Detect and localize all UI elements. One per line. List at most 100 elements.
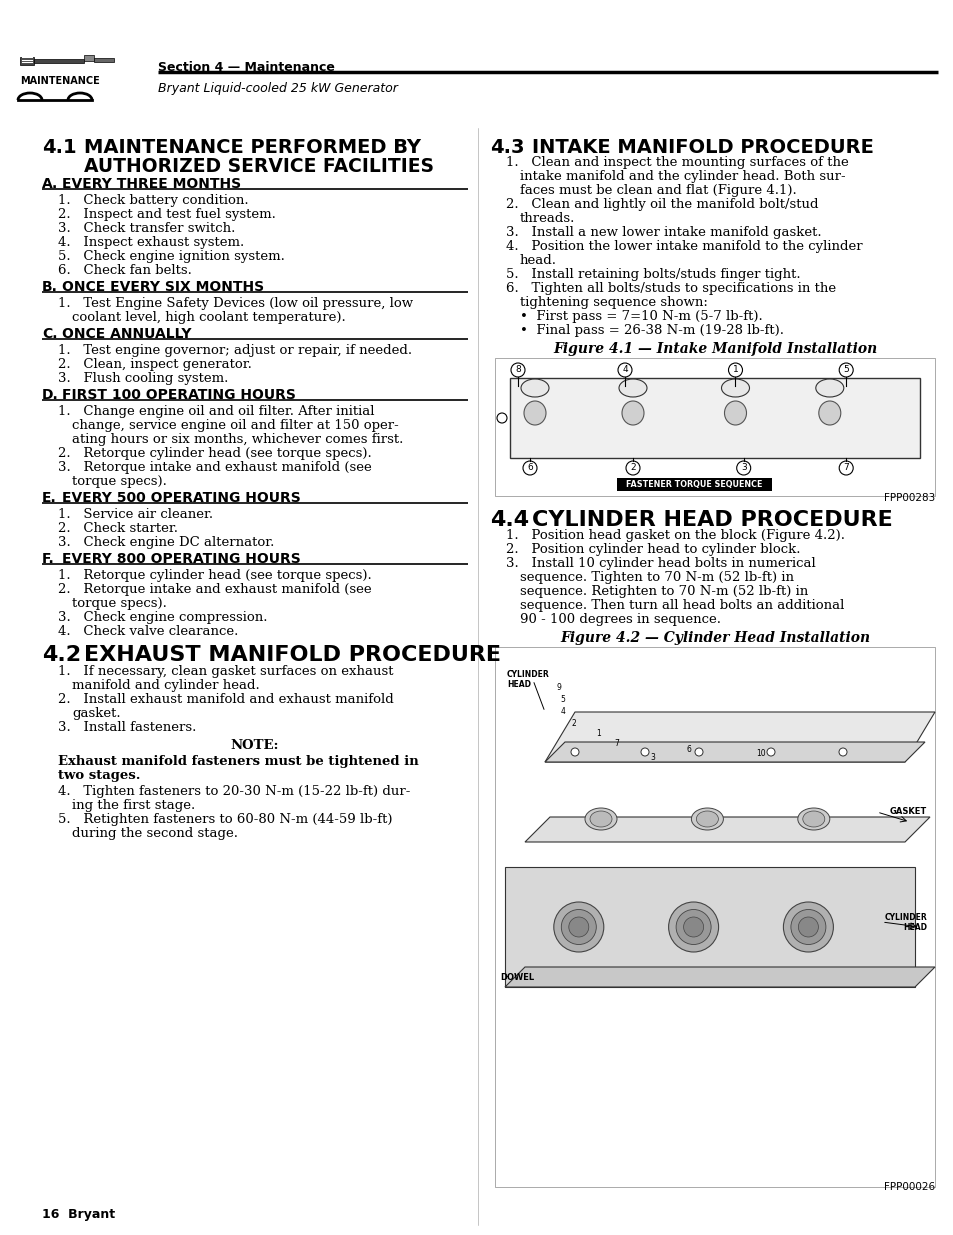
Text: 4.   Inspect exhaust system.: 4. Inspect exhaust system.	[58, 236, 244, 249]
Text: EVERY 800 OPERATING HOURS: EVERY 800 OPERATING HOURS	[62, 552, 300, 566]
Text: CYLINDER: CYLINDER	[506, 671, 549, 679]
Text: 3.   Install fasteners.: 3. Install fasteners.	[58, 721, 196, 734]
Text: 4.2: 4.2	[42, 645, 81, 664]
Text: 5.   Check engine ignition system.: 5. Check engine ignition system.	[58, 249, 285, 263]
Text: 5.   Install retaining bolts/studs finger tight.: 5. Install retaining bolts/studs finger …	[505, 268, 800, 282]
Text: 4.4: 4.4	[490, 510, 529, 530]
Text: 3: 3	[740, 463, 746, 473]
Circle shape	[571, 748, 578, 756]
Circle shape	[497, 412, 506, 424]
Text: 3: 3	[650, 752, 655, 762]
Text: 1.   Test engine governor; adjust or repair, if needed.: 1. Test engine governor; adjust or repai…	[58, 345, 412, 357]
Text: change, service engine oil and filter at 150 oper-: change, service engine oil and filter at…	[71, 419, 398, 432]
Bar	[34, 59, 84, 63]
Text: 1: 1	[732, 366, 738, 374]
Text: A.: A.	[42, 177, 58, 191]
Text: manifold and cylinder head.: manifold and cylinder head.	[71, 679, 259, 692]
Circle shape	[766, 748, 774, 756]
Ellipse shape	[560, 909, 596, 945]
Circle shape	[728, 363, 741, 377]
Text: 4: 4	[621, 366, 627, 374]
Text: Bryant Liquid-cooled 25 kW Generator: Bryant Liquid-cooled 25 kW Generator	[158, 82, 397, 95]
Text: HEAD: HEAD	[902, 923, 926, 931]
Circle shape	[839, 363, 852, 377]
Text: NOTE:: NOTE:	[231, 739, 279, 752]
Bar	[84, 56, 94, 61]
Text: 1.   Position head gasket on the block (Figure 4.2).: 1. Position head gasket on the block (Fi…	[505, 529, 844, 542]
Text: CYLINDER HEAD PROCEDURE: CYLINDER HEAD PROCEDURE	[532, 510, 892, 530]
Bar	[510, 378, 919, 458]
Text: 5: 5	[560, 695, 565, 704]
Circle shape	[640, 748, 648, 756]
Text: 2.   Retorque intake and exhaust manifold (see: 2. Retorque intake and exhaust manifold …	[58, 583, 372, 597]
Text: 3.   Install 10 cylinder head bolts in numerical: 3. Install 10 cylinder head bolts in num…	[505, 557, 815, 571]
Circle shape	[511, 363, 524, 377]
Text: 2: 2	[571, 720, 576, 729]
Circle shape	[695, 748, 702, 756]
Text: 2.   Position cylinder head to cylinder block.: 2. Position cylinder head to cylinder bl…	[505, 543, 800, 556]
Text: B.: B.	[42, 280, 58, 294]
Text: Section 4 — Maintenance: Section 4 — Maintenance	[158, 61, 335, 74]
Text: 1.   Service air cleaner.: 1. Service air cleaner.	[58, 508, 213, 521]
Text: 6.   Tighten all bolts/studs to specifications in the: 6. Tighten all bolts/studs to specificat…	[505, 282, 835, 295]
Text: AUTHORIZED SERVICE FACILITIES: AUTHORIZED SERVICE FACILITIES	[84, 157, 434, 177]
Text: 2.   Inspect and test fuel system.: 2. Inspect and test fuel system.	[58, 207, 275, 221]
Text: MAINTENANCE PERFORMED BY: MAINTENANCE PERFORMED BY	[84, 138, 420, 157]
Ellipse shape	[815, 379, 842, 396]
Text: intake manifold and the cylinder head. Both sur-: intake manifold and the cylinder head. B…	[519, 170, 844, 183]
Ellipse shape	[589, 811, 612, 827]
Text: FPP00283: FPP00283	[882, 493, 934, 503]
Ellipse shape	[676, 909, 710, 945]
Bar	[20, 57, 34, 65]
Text: 2.   Clean, inspect generator.: 2. Clean, inspect generator.	[58, 358, 252, 370]
Text: F.: F.	[42, 552, 54, 566]
Text: 2.   Clean and lightly oil the manifold bolt/stud: 2. Clean and lightly oil the manifold bo…	[505, 198, 818, 211]
Text: 3.   Flush cooling system.: 3. Flush cooling system.	[58, 372, 228, 385]
Text: tightening sequence shown:: tightening sequence shown:	[519, 296, 707, 309]
Text: 6.   Check fan belts.: 6. Check fan belts.	[58, 264, 192, 277]
Text: faces must be clean and flat (Figure 4.1).: faces must be clean and flat (Figure 4.1…	[519, 184, 796, 198]
Ellipse shape	[584, 808, 617, 830]
Ellipse shape	[797, 808, 829, 830]
Ellipse shape	[523, 401, 545, 425]
Bar	[495, 358, 934, 496]
Text: EVERY 500 OPERATING HOURS: EVERY 500 OPERATING HOURS	[62, 492, 300, 505]
Text: C.: C.	[42, 327, 57, 341]
Text: 1: 1	[596, 730, 600, 739]
Text: 1.   Check battery condition.: 1. Check battery condition.	[58, 194, 249, 207]
Polygon shape	[524, 818, 929, 842]
Text: 3.   Retorque intake and exhaust manifold (see: 3. Retorque intake and exhaust manifold …	[58, 461, 372, 474]
Text: ating hours or six months, whichever comes first.: ating hours or six months, whichever com…	[71, 433, 403, 446]
Text: head.: head.	[519, 254, 557, 267]
Text: DOWEL: DOWEL	[499, 972, 534, 982]
Text: 4.   Check valve clearance.: 4. Check valve clearance.	[58, 625, 238, 638]
Polygon shape	[504, 867, 914, 987]
Text: Exhaust manifold fasteners must be tightened in: Exhaust manifold fasteners must be tight…	[58, 755, 418, 768]
Text: 2.   Retorque cylinder head (see torque specs).: 2. Retorque cylinder head (see torque sp…	[58, 447, 372, 459]
Ellipse shape	[790, 909, 825, 945]
Text: FASTENER TORQUE SEQUENCE: FASTENER TORQUE SEQUENCE	[626, 480, 761, 489]
Polygon shape	[544, 713, 934, 762]
Text: 3.   Check engine compression.: 3. Check engine compression.	[58, 611, 267, 624]
Text: FIRST 100 OPERATING HOURS: FIRST 100 OPERATING HOURS	[62, 388, 295, 403]
Text: 7: 7	[614, 740, 618, 748]
Text: 1.   Change engine oil and oil filter. After initial: 1. Change engine oil and oil filter. Aft…	[58, 405, 375, 417]
Text: 1.   Clean and inspect the mounting surfaces of the: 1. Clean and inspect the mounting surfac…	[505, 156, 848, 169]
Circle shape	[618, 363, 631, 377]
Ellipse shape	[568, 918, 588, 937]
Text: 5: 5	[842, 366, 848, 374]
Ellipse shape	[691, 808, 722, 830]
Text: 2: 2	[630, 463, 635, 473]
Text: 9: 9	[557, 683, 561, 692]
Bar	[495, 647, 934, 1187]
Ellipse shape	[668, 902, 718, 952]
Text: E.: E.	[42, 492, 56, 505]
Bar	[617, 478, 771, 492]
Text: 1.   Retorque cylinder head (see torque specs).: 1. Retorque cylinder head (see torque sp…	[58, 569, 372, 582]
Ellipse shape	[818, 401, 840, 425]
Text: 5.   Retighten fasteners to 60-80 N-m (44-59 lb-ft): 5. Retighten fasteners to 60-80 N-m (44-…	[58, 813, 392, 826]
Text: FPP00026: FPP00026	[882, 1182, 934, 1192]
Text: HEAD: HEAD	[506, 680, 531, 689]
Text: •  Final pass = 26-38 N-m (19-28 lb-ft).: • Final pass = 26-38 N-m (19-28 lb-ft).	[519, 324, 783, 337]
Text: ing the first stage.: ing the first stage.	[71, 799, 195, 811]
